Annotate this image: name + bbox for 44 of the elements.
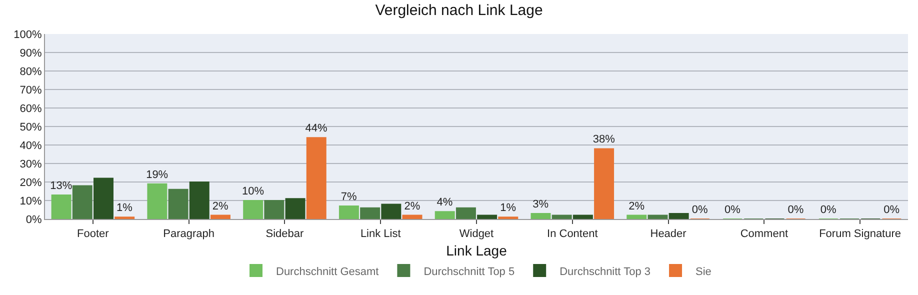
data-label: 38% — [592, 134, 616, 146]
data-label: 0% — [820, 204, 836, 216]
x-tick-label: Sidebar — [266, 228, 304, 240]
data-label: 0% — [788, 204, 804, 216]
data-label: 2% — [212, 200, 229, 212]
x-tick-label: Link List — [360, 228, 401, 240]
y-tick-label: 70% — [20, 84, 42, 96]
legend-label: Durchschnitt Gesamt — [276, 266, 379, 278]
x-tick-label: Forum Signature — [819, 228, 902, 240]
x-tick-label: Footer — [77, 228, 110, 240]
legend-label: Sie — [696, 266, 712, 278]
y-tick-label: 20% — [20, 176, 42, 189]
data-label: 2% — [404, 200, 420, 212]
y-tick-label: 90% — [20, 47, 42, 60]
data-label: 44% — [305, 122, 328, 135]
data-label: 19% — [146, 168, 168, 181]
x-axis-title: Link Lage — [446, 242, 508, 258]
data-label: 0% — [884, 204, 900, 216]
data-label: 4% — [436, 196, 453, 209]
x-tick-label: Paragraph — [163, 228, 215, 240]
data-label: 3% — [532, 198, 549, 210]
x-tick-label: Widget — [459, 228, 494, 240]
data-label: 0% — [692, 204, 708, 216]
legend-label: Durchschnitt Top 5 — [424, 266, 515, 278]
y-tick-label: 50% — [20, 121, 42, 134]
legend-label: Durchschnitt Top 3 — [560, 266, 651, 278]
x-tick-label: Header — [650, 228, 687, 240]
y-tick-label: 0% — [26, 214, 42, 226]
x-tick-label: In Content — [547, 228, 598, 240]
data-label: 0% — [724, 204, 741, 216]
data-label: 1% — [116, 202, 133, 214]
y-tick-label: 100% — [14, 28, 42, 41]
data-label: 10% — [242, 186, 264, 198]
y-tick-label: 40% — [20, 140, 42, 152]
y-tick-label: 10% — [20, 195, 42, 208]
x-tick-label: Comment — [740, 228, 788, 240]
data-label: 13% — [50, 180, 72, 192]
data-label: 7% — [340, 191, 358, 204]
y-tick-label: 30% — [20, 158, 42, 170]
data-label: 1% — [500, 202, 516, 214]
chart-title: Vergleich nach Link Lage — [375, 2, 543, 19]
y-tick-label: 80% — [20, 66, 42, 78]
data-label: 2% — [628, 200, 645, 212]
y-tick-label: 60% — [20, 102, 42, 115]
